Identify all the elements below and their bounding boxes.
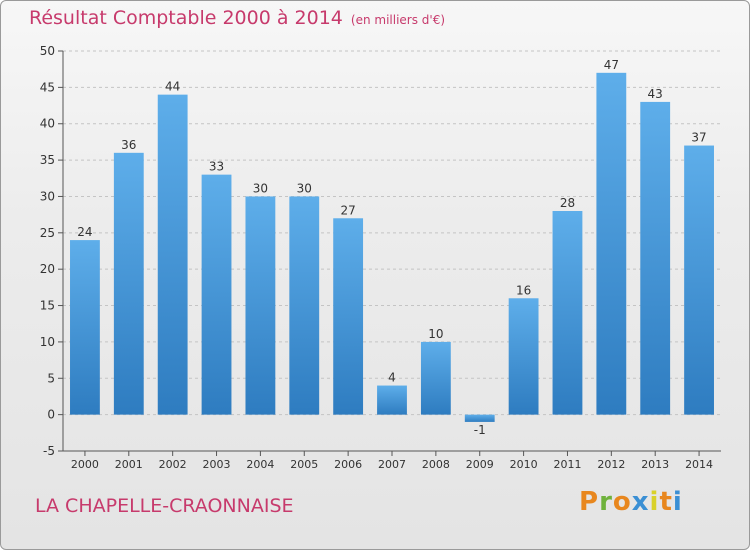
bar (245, 196, 276, 415)
data-label: 27 (340, 203, 355, 217)
data-label: 24 (77, 225, 92, 239)
x-tick-label: 2011 (553, 458, 581, 471)
data-label: 30 (253, 181, 268, 195)
bar (333, 218, 364, 415)
chart-title: Résultat Comptable 2000 à 2014 (en millie… (29, 7, 445, 29)
logo-letter: r (599, 487, 613, 517)
data-label: 44 (165, 80, 180, 94)
x-tick-label: 2004 (246, 458, 274, 471)
x-tick-label: 2000 (71, 458, 99, 471)
commune-name: LA CHAPELLE-CRAONNAISE (35, 495, 294, 517)
x-tick-label: 2003 (203, 458, 231, 471)
data-label: -1 (474, 423, 486, 437)
bar (508, 298, 539, 415)
x-tick-label: 2012 (597, 458, 625, 471)
logo-letter: i (649, 487, 660, 517)
y-tick-label: 40 (40, 117, 55, 131)
x-tick-label: 2014 (685, 458, 713, 471)
data-label: 4 (388, 371, 396, 385)
bar (157, 94, 188, 415)
x-tick-label: 2009 (466, 458, 494, 471)
x-tick-label: 2008 (422, 458, 450, 471)
data-label: 37 (691, 131, 706, 145)
bar (420, 341, 451, 415)
y-tick-label: -5 (43, 444, 55, 458)
x-tick-label: 2006 (334, 458, 362, 471)
logo-letter: x (631, 487, 650, 517)
data-label: 43 (648, 87, 663, 101)
y-tick-label: 0 (47, 408, 55, 422)
data-label: 33 (209, 160, 224, 174)
x-tick-label: 2005 (290, 458, 318, 471)
data-label: 30 (297, 181, 312, 195)
logo-letter: P (579, 487, 600, 517)
bar (289, 196, 320, 415)
bar (596, 72, 627, 415)
bar (640, 101, 671, 415)
logo-letter: t (659, 487, 673, 517)
data-label: 28 (560, 196, 575, 210)
logo-letter: i (672, 487, 683, 517)
bar (464, 414, 495, 422)
data-label: 36 (121, 138, 136, 152)
x-tick-label: 2010 (510, 458, 538, 471)
x-tick-label: 2002 (159, 458, 187, 471)
data-label: 47 (604, 58, 619, 72)
y-tick-label: 15 (40, 299, 55, 313)
x-tick-label: 2007 (378, 458, 406, 471)
bar (552, 211, 583, 415)
logo-letter: o (612, 487, 632, 517)
bar (70, 240, 100, 415)
y-tick-label: 30 (40, 189, 55, 203)
proxiti-logo: Proxiti (579, 487, 683, 517)
bar (201, 174, 232, 415)
x-tick-label: 2001 (115, 458, 143, 471)
y-tick-label: 20 (40, 262, 55, 276)
y-tick-label: 10 (40, 335, 55, 349)
y-tick-label: 50 (40, 44, 55, 58)
data-label: 10 (428, 327, 443, 341)
chart-unit: (en milliers d'€) (350, 13, 446, 27)
x-tick-label: 2013 (641, 458, 669, 471)
bar (113, 152, 144, 415)
y-tick-label: 25 (40, 226, 55, 240)
chart-title-text: Résultat Comptable 2000 à 2014 (29, 7, 343, 29)
y-tick-label: 45 (40, 80, 55, 94)
bar (684, 145, 714, 415)
bar (377, 385, 407, 415)
y-tick-label: 35 (40, 153, 55, 167)
y-tick-label: 5 (47, 371, 55, 385)
data-label: 16 (516, 283, 531, 297)
